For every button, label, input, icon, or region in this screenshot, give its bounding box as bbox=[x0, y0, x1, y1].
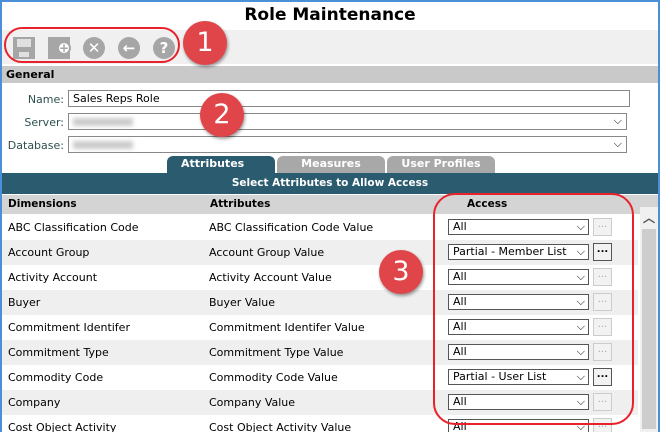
attribute-cell: Commitment Identifer Value bbox=[209, 321, 365, 334]
attribute-cell: Activity Account Value bbox=[209, 271, 332, 284]
member-list-button[interactable]: ... bbox=[593, 268, 612, 286]
access-value: All bbox=[453, 270, 467, 283]
name-label: Name: bbox=[27, 93, 64, 106]
chevron-down-icon: ⌵ bbox=[613, 114, 622, 127]
dimension-cell: ABC Classification Code bbox=[8, 221, 139, 234]
access-value: Partial - User List bbox=[453, 370, 547, 383]
access-select[interactable]: All ⌵ bbox=[448, 294, 589, 310]
access-select[interactable]: All ⌵ bbox=[448, 319, 589, 335]
chevron-down-icon: ⌵ bbox=[576, 320, 585, 333]
chevron-down-icon: ⌵ bbox=[613, 137, 622, 150]
col-access: Access bbox=[467, 198, 508, 210]
member-list-button[interactable]: ... bbox=[593, 393, 612, 411]
name-input[interactable]: Sales Reps Role bbox=[68, 90, 630, 107]
table-row: Commitment Identifer Commitment Identife… bbox=[2, 315, 638, 340]
general-section-header: General bbox=[2, 66, 658, 83]
add-new-icon[interactable]: + bbox=[47, 36, 71, 60]
dimension-cell: Commodity Code bbox=[8, 371, 104, 384]
callout-1: 1 bbox=[183, 21, 227, 65]
col-attributes: Attributes bbox=[210, 198, 271, 210]
chevron-down-icon: ⌵ bbox=[576, 370, 585, 383]
chevron-down-icon: ⌵ bbox=[576, 220, 585, 233]
chevron-down-icon: ⌵ bbox=[576, 245, 585, 258]
tab-bar: Attributes Measures User Profiles bbox=[167, 156, 495, 173]
scroll-up-icon[interactable]: ︿ bbox=[643, 211, 656, 225]
callout-3: 3 bbox=[379, 250, 423, 294]
table-row: ABC Classification Code ABC Classificati… bbox=[2, 215, 638, 240]
dimension-cell: Commitment Identifer bbox=[8, 321, 130, 334]
tab-user-profiles[interactable]: User Profiles bbox=[387, 156, 495, 173]
server-label: Server: bbox=[24, 116, 64, 129]
section-band: Select Attributes to Allow Access bbox=[2, 173, 658, 194]
access-select[interactable]: Partial - Member List ⌵ bbox=[448, 244, 589, 260]
callout-2: 2 bbox=[200, 93, 244, 137]
member-list-button[interactable]: ... bbox=[593, 318, 612, 336]
access-select[interactable]: Partial - User List ⌵ bbox=[448, 369, 589, 385]
member-list-button[interactable]: ... bbox=[593, 218, 612, 236]
member-list-button[interactable]: ... bbox=[593, 343, 612, 361]
member-list-button[interactable]: ... bbox=[593, 368, 612, 386]
dimension-cell: Activity Account bbox=[8, 271, 98, 284]
dimension-cell: Company bbox=[8, 396, 61, 409]
table-row: Account Group Account Group Value Partia… bbox=[2, 240, 638, 265]
database-select[interactable]: ⌵ bbox=[68, 136, 627, 153]
page-title: Role Maintenance bbox=[244, 5, 416, 25]
attribute-cell: ABC Classification Code Value bbox=[209, 221, 374, 234]
access-select[interactable]: All ⌵ bbox=[448, 219, 589, 235]
access-value: All bbox=[453, 320, 467, 333]
tab-attributes[interactable]: Attributes bbox=[167, 156, 275, 173]
database-label: Database: bbox=[7, 139, 64, 152]
dimension-cell: Commitment Type bbox=[8, 346, 109, 359]
col-dimensions: Dimensions bbox=[8, 198, 77, 210]
chevron-down-icon: ⌵ bbox=[576, 420, 585, 432]
attribute-cell: Buyer Value bbox=[209, 296, 276, 309]
access-select[interactable]: All ⌵ bbox=[448, 269, 589, 285]
highlight-toolbar bbox=[4, 27, 180, 63]
dimension-cell: Cost Object Activity bbox=[8, 421, 117, 432]
access-select[interactable]: All ⌵ bbox=[448, 394, 589, 410]
access-value: All bbox=[453, 220, 467, 233]
attribute-cell: Commitment Type Value bbox=[209, 346, 344, 359]
attribute-cell: Commodity Code Value bbox=[209, 371, 338, 384]
scrollbar[interactable]: ︿ bbox=[640, 207, 658, 432]
attribute-cell: Company Value bbox=[209, 396, 296, 409]
attribute-table: ABC Classification Code ABC Classificati… bbox=[2, 215, 638, 432]
column-header: Dimensions Attributes Access bbox=[2, 195, 658, 214]
attribute-cell: Cost Object Activity Value bbox=[209, 421, 352, 432]
access-select[interactable]: All ⌵ bbox=[448, 419, 589, 432]
tab-measures[interactable]: Measures bbox=[277, 156, 385, 173]
table-row: Commitment Type Commitment Type Value Al… bbox=[2, 340, 638, 365]
access-value: Partial - Member List bbox=[453, 245, 567, 258]
dimension-cell: Buyer bbox=[8, 296, 41, 309]
member-list-button[interactable]: ... bbox=[593, 293, 612, 311]
toolbar: + ✕ ← ? bbox=[2, 30, 658, 64]
highlight-access bbox=[433, 193, 634, 425]
access-value: All bbox=[453, 295, 467, 308]
member-list-button[interactable]: ... bbox=[593, 243, 612, 261]
access-select[interactable]: All ⌵ bbox=[448, 344, 589, 360]
dimension-cell: Account Group bbox=[8, 246, 90, 259]
table-row: Buyer Buyer Value All ⌵ ... bbox=[2, 290, 638, 315]
chevron-down-icon: ⌵ bbox=[576, 345, 585, 358]
cancel-icon[interactable]: ✕ bbox=[82, 36, 106, 60]
table-row: Company Company Value All ⌵ ... bbox=[2, 390, 638, 415]
scroll-thumb[interactable] bbox=[642, 229, 656, 429]
access-value: All bbox=[453, 345, 467, 358]
table-row: Commodity Code Commodity Code Value Part… bbox=[2, 365, 638, 390]
chevron-down-icon: ⌵ bbox=[576, 395, 585, 408]
table-row: Activity Account Activity Account Value … bbox=[2, 265, 638, 290]
back-icon[interactable]: ← bbox=[117, 36, 141, 60]
access-value: All bbox=[453, 395, 467, 408]
server-select[interactable]: ⌵ bbox=[68, 113, 627, 130]
chevron-down-icon: ⌵ bbox=[576, 295, 585, 308]
attribute-cell: Account Group Value bbox=[209, 246, 325, 259]
chevron-down-icon: ⌵ bbox=[576, 270, 585, 283]
